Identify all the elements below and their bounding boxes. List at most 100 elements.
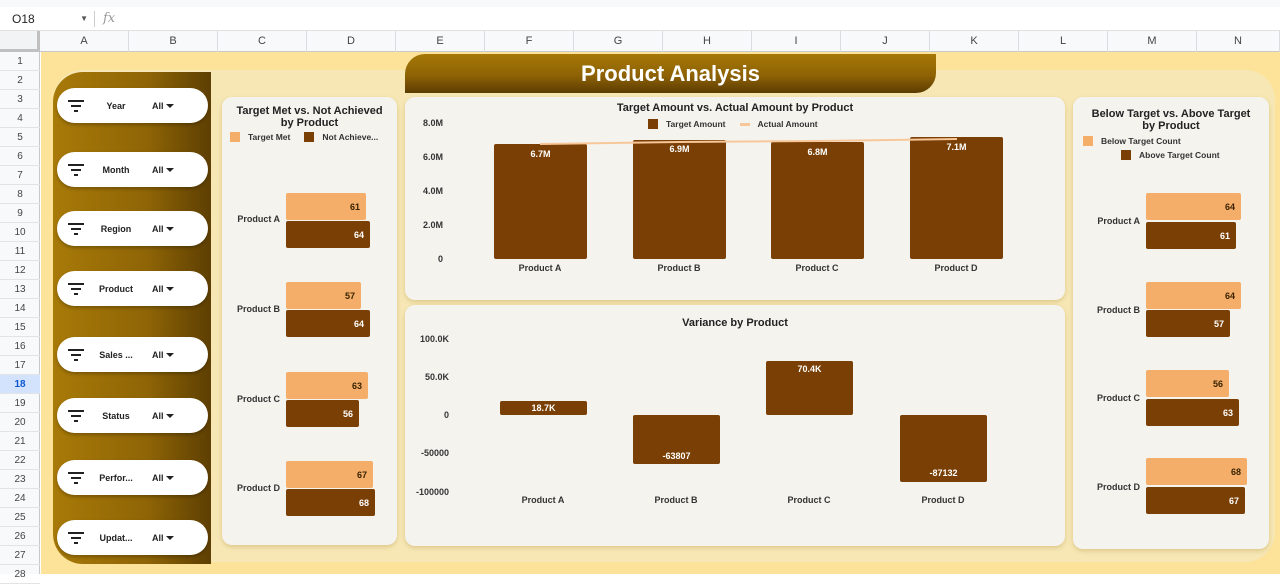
row-header-25[interactable]: 25 [0, 508, 40, 527]
slicer-performance[interactable]: Perfor... All [57, 460, 208, 495]
column-header-b[interactable]: B [129, 31, 218, 52]
dropdown-arrow-icon[interactable] [166, 104, 174, 108]
row-header-24[interactable]: 24 [0, 489, 40, 508]
row-header-13[interactable]: 13 [0, 280, 40, 299]
chart-variance-by-product[interactable]: Variance by Product 100.0K 50.0K 0 -5000… [405, 305, 1065, 546]
bar-not-achieved[interactable]: 64 [286, 310, 370, 337]
bar-target-met[interactable]: 63 [286, 372, 368, 399]
row-header-12[interactable]: 12 [0, 261, 40, 280]
chevron-down-icon[interactable]: ▼ [80, 14, 88, 23]
column-header-m[interactable]: M [1108, 31, 1197, 52]
row-header-8[interactable]: 8 [0, 185, 40, 204]
column-header-g[interactable]: G [574, 31, 663, 52]
column-header-l[interactable]: L [1019, 31, 1108, 52]
column-header-h[interactable]: H [663, 31, 752, 52]
slicer-region[interactable]: Region All [57, 211, 208, 246]
column-header-n[interactable]: N [1197, 31, 1280, 52]
bar-target-met[interactable]: 57 [286, 282, 361, 309]
slicer-label: Month [102, 164, 130, 175]
bar-not-achieved[interactable]: 68 [286, 489, 375, 516]
chart-legend-item: Above Target Count [1121, 150, 1220, 160]
select-all-corner[interactable] [0, 31, 40, 52]
bar-target-met[interactable]: 61 [286, 193, 366, 220]
row-header-15[interactable]: 15 [0, 318, 40, 337]
slicer-sales[interactable]: Sales ... All [57, 337, 208, 372]
bar-below-target[interactable]: 68 [1146, 458, 1247, 485]
x-tick: Product B [657, 263, 701, 273]
bar-below-target[interactable]: 56 [1146, 370, 1229, 397]
row-header-27[interactable]: 27 [0, 546, 40, 565]
dropdown-arrow-icon[interactable] [166, 476, 174, 480]
bar-above-target[interactable]: 61 [1146, 222, 1236, 249]
slicer-updated[interactable]: Updat... All [57, 520, 208, 555]
row-header-11[interactable]: 11 [0, 242, 40, 261]
name-box[interactable]: O18 ▼ [0, 12, 90, 26]
column-header-i[interactable]: I [752, 31, 841, 52]
bar-target-amount[interactable] [633, 140, 726, 259]
bar-above-target[interactable]: 63 [1146, 399, 1239, 426]
column-header-c[interactable]: C [218, 31, 307, 52]
row-header-3[interactable]: 3 [0, 90, 40, 109]
column-header-j[interactable]: J [841, 31, 930, 52]
row-header-16[interactable]: 16 [0, 337, 40, 356]
row-header-18[interactable]: 18 [0, 375, 40, 394]
dropdown-arrow-icon[interactable] [166, 536, 174, 540]
bar-not-achieved[interactable]: 56 [286, 400, 359, 427]
chart-target-met-vs-not-achieved[interactable]: Target Met vs. Not Achieved by Product T… [222, 97, 397, 545]
row-header-2[interactable]: 2 [0, 71, 40, 90]
dropdown-arrow-icon[interactable] [166, 227, 174, 231]
row-header-6[interactable]: 6 [0, 147, 40, 166]
row-header-26[interactable]: 26 [0, 527, 40, 546]
row-header-23[interactable]: 23 [0, 470, 40, 489]
dropdown-arrow-icon[interactable] [166, 287, 174, 291]
row-header-1[interactable]: 1 [0, 52, 40, 71]
column-header-e[interactable]: E [396, 31, 485, 52]
slicer-status[interactable]: Status All [57, 398, 208, 433]
bar-variance[interactable] [900, 415, 987, 482]
filter-icon [67, 531, 85, 544]
bar-value-label: 70.4K [797, 364, 822, 374]
row-header-20[interactable]: 20 [0, 413, 40, 432]
column-header-a[interactable]: A [40, 31, 129, 52]
bar-target-met[interactable]: 67 [286, 461, 373, 488]
row-header-4[interactable]: 4 [0, 109, 40, 128]
row-header-19[interactable]: 19 [0, 394, 40, 413]
legend-label: Below Target Count [1101, 136, 1181, 146]
row-header-14[interactable]: 14 [0, 299, 40, 318]
column-header-f[interactable]: F [485, 31, 574, 52]
bar-value-label: -63807 [662, 451, 691, 461]
bar-above-target[interactable]: 57 [1146, 310, 1230, 337]
row-header-28[interactable]: 28 [0, 565, 40, 584]
x-tick: Product A [518, 263, 562, 273]
column-header-k[interactable]: K [930, 31, 1019, 52]
slicer-year[interactable]: Year All [57, 88, 208, 123]
bar-variance[interactable] [633, 415, 720, 464]
slicer-month[interactable]: Month All [57, 152, 208, 187]
bar-below-target[interactable]: 64 [1146, 193, 1241, 220]
bar-above-target[interactable]: 67 [1146, 487, 1245, 514]
dropdown-arrow-icon[interactable] [166, 168, 174, 172]
bar-target-amount[interactable] [771, 142, 864, 259]
row-header-21[interactable]: 21 [0, 432, 40, 451]
bar-target-amount[interactable] [910, 137, 1003, 259]
fx-icon: fx [103, 11, 116, 26]
bar-value-label: 7.1M [946, 142, 967, 152]
row-header-9[interactable]: 9 [0, 204, 40, 223]
bar-below-target[interactable]: 64 [1146, 282, 1241, 309]
dropdown-arrow-icon[interactable] [166, 353, 174, 357]
row-header-22[interactable]: 22 [0, 451, 40, 470]
chart-below-vs-above-target[interactable]: Below Target vs. Above Target by Product… [1073, 97, 1269, 549]
bar-variance[interactable] [500, 401, 587, 415]
slicer-product[interactable]: Product All [57, 271, 208, 306]
row-header-17[interactable]: 17 [0, 356, 40, 375]
bar-not-achieved[interactable]: 64 [286, 221, 370, 248]
bar-variance[interactable] [766, 361, 853, 415]
row-header-7[interactable]: 7 [0, 166, 40, 185]
chart-target-vs-actual-amount[interactable]: Target Amount vs. Actual Amount by Produ… [405, 97, 1065, 300]
slicer-label: Product [98, 283, 133, 294]
row-header-5[interactable]: 5 [0, 128, 40, 147]
bar-target-amount[interactable] [494, 144, 587, 259]
column-header-d[interactable]: D [307, 31, 396, 52]
row-header-10[interactable]: 10 [0, 223, 40, 242]
dropdown-arrow-icon[interactable] [166, 414, 174, 418]
